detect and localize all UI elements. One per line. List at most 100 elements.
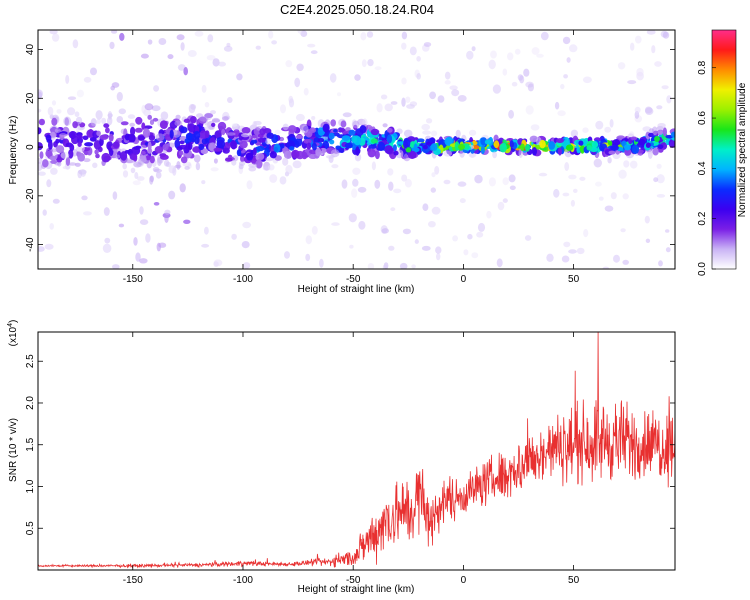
heatmap-cell: [488, 177, 496, 187]
heatmap-cell: [414, 239, 419, 244]
heatmap-cell: [349, 244, 354, 249]
heatmap-cell: [509, 185, 516, 191]
heatmap-cell: [468, 129, 477, 136]
heatmap-cell: [104, 237, 111, 244]
heatmap-cell: [422, 130, 431, 135]
heatmap-cell: [387, 168, 394, 176]
heatmap-cell: [319, 258, 324, 268]
heatmap-cell: [211, 118, 221, 123]
colorbar-label: Normalized spectral amplitude: [737, 82, 748, 217]
heatmap-cell: [52, 198, 60, 204]
heatmap-cell: [329, 139, 335, 145]
heatmap-cell: [239, 140, 248, 149]
heatmap-cell: [576, 247, 585, 255]
heatmap-cell: [258, 153, 265, 160]
heatmap-cell: [557, 110, 566, 117]
heatmap-cell: [358, 220, 366, 230]
snr-panel: -150 -100 -50 0 50 0.5 1.0 1.5 2.0 2.5 Height of…: [7, 320, 676, 595]
heatmap-cell: [119, 32, 125, 41]
heatmap-cell: [352, 167, 361, 175]
heatmap-cell: [274, 129, 281, 135]
heatmap-cell: [618, 169, 627, 179]
heatmap-cell: [609, 119, 614, 128]
heatmap-cell: [139, 219, 149, 226]
heatmap-cell: [307, 43, 316, 48]
heatmap-cell: [112, 191, 118, 200]
heatmap-cell: [658, 260, 663, 267]
heatmap-cell: [282, 157, 289, 166]
heatmap-cell: [367, 263, 375, 269]
heatmap-cell: [525, 105, 534, 115]
heatmap-cell: [68, 162, 77, 166]
heatmap-cell: [227, 97, 233, 103]
heatmap-cell: [99, 134, 109, 140]
y-tick-label: 1.5: [25, 437, 36, 451]
snr-series-line: [38, 332, 675, 569]
heatmap-cell: [366, 31, 374, 38]
heatmap-cell: [138, 155, 147, 163]
heatmap-cell: [135, 252, 141, 262]
heatmap-cell: [629, 160, 638, 169]
heatmap-cell: [38, 89, 43, 98]
heatmap-cell: [122, 170, 129, 178]
colorbar-gradient: [712, 30, 736, 269]
heatmap-cell: [471, 252, 479, 259]
heatmap-cell: [67, 107, 76, 116]
heatmap-cell: [502, 68, 508, 76]
heatmap-cell: [620, 228, 626, 233]
heatmap-cell: [598, 196, 604, 201]
heatmap-cell: [269, 151, 277, 159]
heatmap-cell: [311, 225, 318, 235]
heatmap-cell: [226, 132, 236, 136]
heatmap-cell: [107, 116, 113, 126]
heatmap-cell: [226, 42, 231, 48]
heatmap-cell: [665, 247, 671, 253]
heatmap-cell: [656, 174, 665, 184]
heatmap-cell: [423, 42, 432, 47]
heatmap-cell: [361, 59, 367, 68]
heatmap-cell: [201, 84, 207, 93]
heatmap-cell: [421, 123, 431, 131]
heatmap-cell: [225, 157, 233, 162]
heatmap-cell: [180, 156, 188, 164]
heatmap-cell: [303, 87, 309, 96]
heatmap-cell: [557, 147, 562, 156]
heatmap-cell: [255, 145, 265, 152]
heatmap-cell: [477, 222, 486, 232]
heatmap-cell: [582, 76, 592, 84]
heatmap-cell: [38, 157, 43, 164]
heatmap-cell: [357, 186, 367, 193]
heatmap-cell: [560, 83, 565, 90]
heatmap-cell: [158, 38, 167, 45]
heatmap-cell: [65, 74, 70, 84]
heatmap-cell: [126, 159, 135, 164]
heatmap-cell: [368, 144, 377, 149]
heatmap-cell: [579, 176, 586, 181]
heatmap-cell: [431, 206, 441, 215]
heatmap-cell: [296, 63, 304, 72]
heatmap-cell: [221, 129, 226, 136]
x-tick-label: -100: [233, 274, 253, 285]
heatmap-cell: [531, 147, 538, 156]
heatmap-cell: [218, 61, 226, 67]
heatmap-cell: [259, 128, 266, 136]
heatmap-cell: [595, 120, 604, 130]
heatmap-cell: [190, 116, 197, 124]
heatmap-cell: [74, 111, 80, 117]
heatmap-cell: [602, 266, 610, 269]
heatmap-cell: [344, 142, 353, 149]
heatmap-cell: [180, 126, 188, 134]
heatmap-cell: [359, 125, 367, 134]
heatmap-cell: [430, 130, 438, 137]
heatmap-cell: [72, 121, 78, 129]
heatmap-cell: [661, 85, 669, 90]
heatmap-cell: [295, 137, 303, 147]
heatmap-cell: [630, 42, 635, 51]
heatmap-cell: [155, 171, 162, 179]
heatmap-cell: [251, 134, 258, 139]
heatmap-cell: [444, 137, 453, 146]
heatmap-cell: [497, 201, 505, 211]
heatmap-cell: [405, 147, 412, 153]
heatmap-cell: [578, 140, 584, 146]
heatmap-cell: [231, 159, 237, 166]
